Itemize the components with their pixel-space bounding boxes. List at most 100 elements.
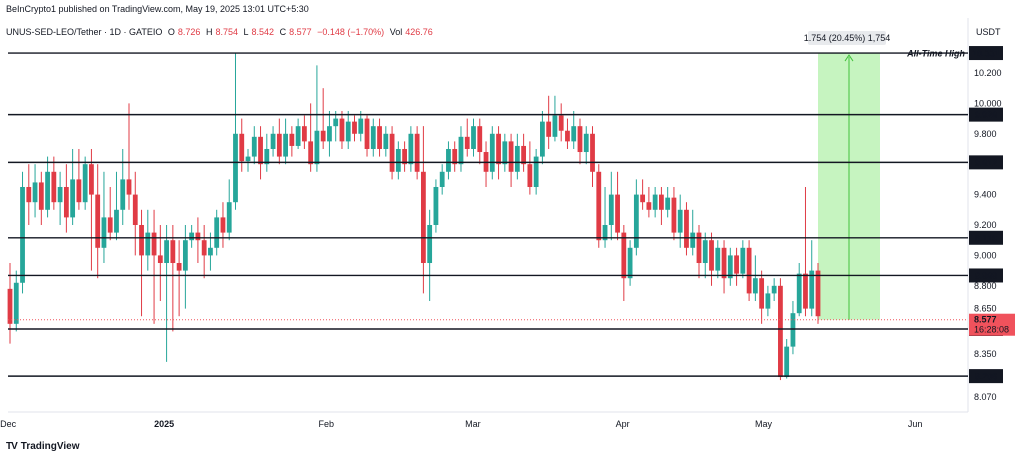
candle-body[interactable] <box>602 225 608 241</box>
candle-body[interactable] <box>320 130 326 142</box>
candle-body[interactable] <box>157 255 163 264</box>
candle-body[interactable] <box>13 282 19 324</box>
candle-body[interactable] <box>690 232 696 248</box>
current-price-tag[interactable] <box>969 313 1015 336</box>
candle-body[interactable] <box>784 346 790 378</box>
candle-body[interactable] <box>796 273 802 314</box>
candle-body[interactable] <box>308 141 314 165</box>
tradingview-brand[interactable]: TV TradingView <box>6 441 80 452</box>
candle-body[interactable] <box>82 164 88 203</box>
candle-body[interactable] <box>471 126 476 149</box>
candle-body[interactable] <box>38 182 44 210</box>
candle-body[interactable] <box>226 202 232 233</box>
candle-body[interactable] <box>70 179 76 218</box>
candle-body[interactable] <box>139 225 144 256</box>
candle-body[interactable] <box>358 118 364 134</box>
symbol-name[interactable]: UNUS-SED-LEO/Tether · 1D · GATEIO <box>6 27 163 37</box>
candle-body[interactable] <box>95 194 101 248</box>
candle-body[interactable] <box>671 197 677 233</box>
candle-body[interactable] <box>7 288 13 324</box>
candle-body[interactable] <box>120 179 126 210</box>
candle-body[interactable] <box>558 115 564 131</box>
candle-body[interactable] <box>402 148 408 165</box>
candle-body[interactable] <box>383 133 389 149</box>
candle-body[interactable] <box>408 133 414 165</box>
candle-body[interactable] <box>446 148 451 172</box>
candle-body[interactable] <box>439 171 445 187</box>
candle-body[interactable] <box>195 232 201 241</box>
candle-body[interactable] <box>477 126 483 153</box>
candle-body[interactable] <box>433 186 439 225</box>
candle-body[interactable] <box>684 209 689 248</box>
candle-body[interactable] <box>32 182 38 203</box>
candle-body[interactable] <box>621 232 627 279</box>
candle-body[interactable] <box>370 126 376 149</box>
candle-body[interactable] <box>615 194 620 233</box>
candle-body[interactable] <box>815 270 821 317</box>
candle-body[interactable] <box>170 240 176 264</box>
candle-body[interactable] <box>201 240 207 256</box>
candle-body[interactable] <box>114 209 119 233</box>
candle-body[interactable] <box>45 171 50 210</box>
candle-body[interactable] <box>583 133 589 153</box>
candle-body[interactable] <box>352 121 357 134</box>
candle-body[interactable] <box>339 118 345 142</box>
candle-body[interactable] <box>233 133 238 203</box>
candle-body[interactable] <box>89 164 94 195</box>
candle-body[interactable] <box>395 148 401 172</box>
candle-body[interactable] <box>208 247 213 256</box>
candle-body[interactable] <box>514 145 520 172</box>
candle-body[interactable] <box>765 293 771 309</box>
candle-body[interactable] <box>640 194 646 203</box>
candle-body[interactable] <box>565 130 570 142</box>
candle-body[interactable] <box>176 263 182 271</box>
candle-body[interactable] <box>126 179 132 195</box>
candle-body[interactable] <box>546 121 552 137</box>
candle-body[interactable] <box>164 240 169 264</box>
candle-body[interactable] <box>746 247 752 294</box>
candle-body[interactable] <box>57 186 63 203</box>
candle-body[interactable] <box>427 225 433 264</box>
candle-body[interactable] <box>270 133 276 149</box>
candle-body[interactable] <box>590 133 595 172</box>
candle-body[interactable] <box>220 217 226 233</box>
candle-body[interactable] <box>51 171 57 203</box>
candle-body[interactable] <box>489 133 495 172</box>
candle-body[interactable] <box>345 121 351 142</box>
candle-body[interactable] <box>414 133 420 172</box>
candle-body[interactable] <box>702 240 708 264</box>
candle-body[interactable] <box>377 126 382 149</box>
candle-body[interactable] <box>759 278 765 309</box>
candle-body[interactable] <box>752 278 758 294</box>
candle-body[interactable] <box>646 202 652 210</box>
candle-body[interactable] <box>26 186 32 203</box>
candle-body[interactable] <box>577 126 583 153</box>
candle-body[interactable] <box>734 255 739 274</box>
candle-body[interactable] <box>20 186 25 283</box>
candle-body[interactable] <box>258 136 263 165</box>
candle-body[interactable] <box>214 217 220 248</box>
candle-body[interactable] <box>809 270 815 309</box>
candle-body[interactable] <box>521 145 527 165</box>
candle-body[interactable] <box>715 247 721 271</box>
candle-body[interactable] <box>101 217 107 248</box>
candle-body[interactable] <box>182 240 188 271</box>
candle-body[interactable] <box>552 115 558 137</box>
candle-body[interactable] <box>239 133 245 162</box>
candle-body[interactable] <box>327 126 332 142</box>
candle-body[interactable] <box>245 156 251 162</box>
candle-body[interactable] <box>76 179 82 203</box>
candle-body[interactable] <box>452 148 458 165</box>
candle-body[interactable] <box>727 255 733 279</box>
candle-body[interactable] <box>314 130 320 165</box>
candle-body[interactable] <box>540 121 545 157</box>
candle-body[interactable] <box>145 232 151 256</box>
candle-body[interactable] <box>696 232 702 264</box>
candle-body[interactable] <box>627 247 633 279</box>
candle-body[interactable] <box>189 232 195 241</box>
candle-body[interactable] <box>771 285 777 294</box>
candle-body[interactable] <box>389 133 395 172</box>
candle-body[interactable] <box>264 148 270 165</box>
candle-body[interactable] <box>652 194 658 210</box>
